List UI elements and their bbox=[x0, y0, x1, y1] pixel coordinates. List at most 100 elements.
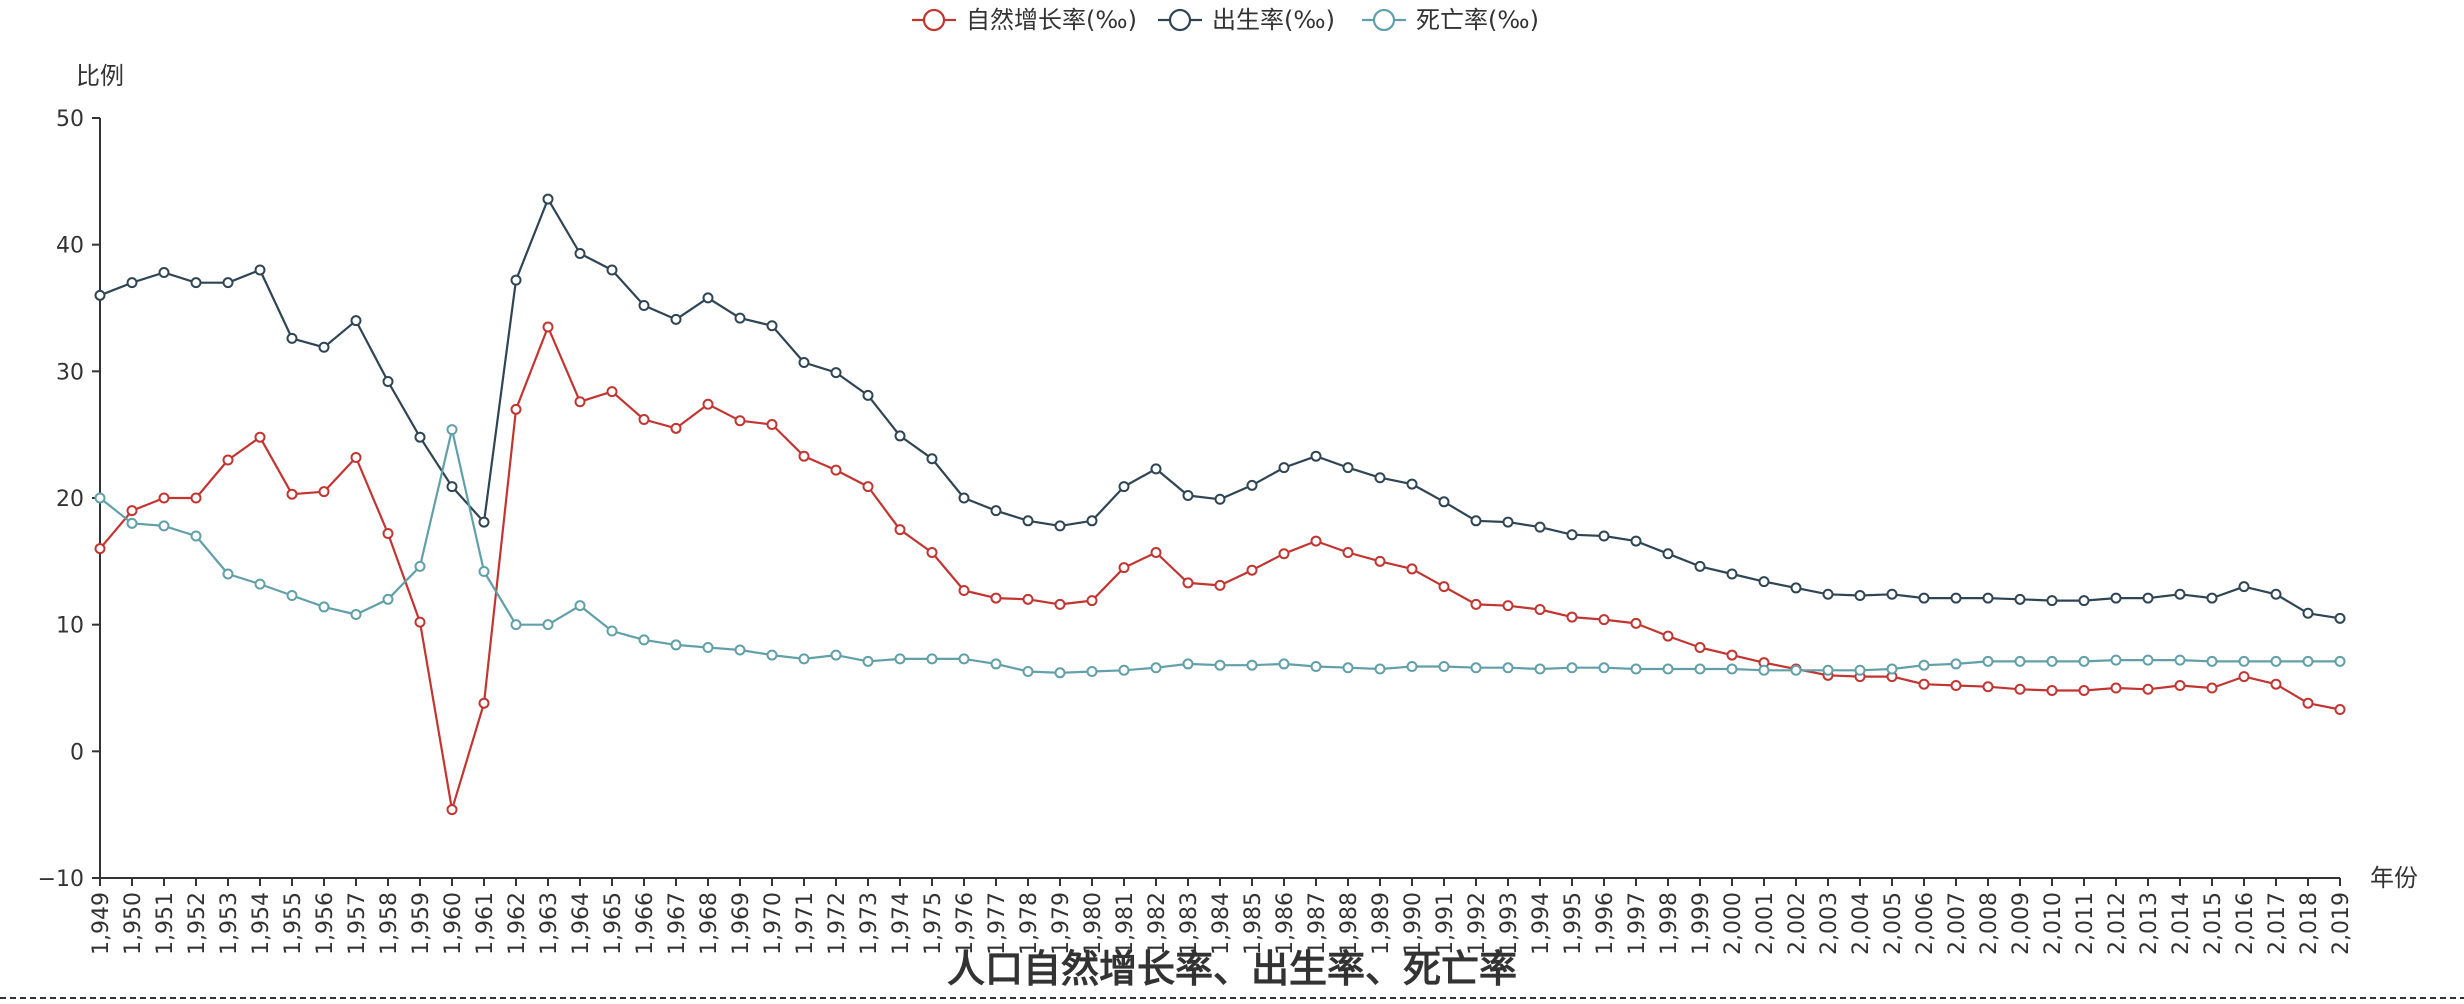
x-tick-label: 1,994 bbox=[1529, 892, 1554, 955]
data-point bbox=[2238, 671, 2250, 683]
data-point bbox=[1054, 520, 1066, 532]
x-tick-label: 1,956 bbox=[313, 892, 338, 955]
data-point bbox=[2270, 678, 2282, 690]
x-tick-label: 2,000 bbox=[1721, 892, 1746, 955]
data-point bbox=[1278, 658, 1290, 670]
data-point bbox=[2078, 655, 2090, 667]
data-point bbox=[414, 560, 426, 572]
legend-marker bbox=[1372, 8, 1396, 32]
data-point bbox=[990, 505, 1002, 517]
data-point bbox=[638, 299, 650, 311]
data-point bbox=[1054, 667, 1066, 679]
data-point bbox=[702, 641, 714, 653]
x-tick-label: 1,949 bbox=[89, 892, 114, 955]
data-point bbox=[1438, 660, 1450, 672]
data-point bbox=[1214, 579, 1226, 591]
data-point bbox=[1278, 462, 1290, 474]
data-point bbox=[478, 697, 490, 709]
data-point bbox=[2046, 595, 2058, 607]
data-point bbox=[2046, 685, 2058, 697]
data-point bbox=[1086, 595, 1098, 607]
data-point bbox=[2206, 682, 2218, 694]
x-tick-label: 1,966 bbox=[633, 892, 658, 955]
data-point bbox=[830, 367, 842, 379]
data-point bbox=[286, 332, 298, 344]
data-point bbox=[190, 530, 202, 542]
chart-title: 人口自然增长率、出生率、死亡率 bbox=[947, 947, 1517, 991]
data-point bbox=[798, 450, 810, 462]
x-tick-label: 1,955 bbox=[281, 892, 306, 955]
x-tick-label: 1,954 bbox=[249, 892, 274, 955]
data-point bbox=[2238, 655, 2250, 667]
legend-item-3: 死亡率(‰) bbox=[1362, 6, 1539, 34]
data-point bbox=[1342, 462, 1354, 474]
data-point bbox=[1118, 664, 1130, 676]
x-tick-label: 1,981 bbox=[1113, 892, 1138, 955]
series-line bbox=[99, 428, 2340, 674]
data-point bbox=[1246, 564, 1258, 576]
data-point bbox=[574, 248, 586, 260]
data-point bbox=[2046, 655, 2058, 667]
data-point bbox=[222, 454, 234, 466]
data-point bbox=[2238, 581, 2250, 593]
x-tick-label: 1,999 bbox=[1689, 892, 1714, 955]
data-point bbox=[862, 481, 874, 493]
x-tick-label: 1,978 bbox=[1017, 892, 1042, 955]
x-tick-label: 1,958 bbox=[377, 892, 402, 955]
x-tick-label: 1,996 bbox=[1593, 892, 1618, 955]
data-point bbox=[1534, 603, 1546, 615]
x-axis-title: 年份 bbox=[2370, 864, 2418, 892]
data-point bbox=[286, 488, 298, 500]
data-point bbox=[382, 375, 394, 387]
data-point bbox=[1502, 662, 1514, 674]
x-tick-label: 1,988 bbox=[1337, 892, 1362, 955]
data-point bbox=[350, 315, 362, 327]
x-tick-label: 1,986 bbox=[1273, 892, 1298, 955]
data-point bbox=[1662, 630, 1674, 642]
data-point bbox=[1758, 576, 1770, 588]
data-point bbox=[1470, 598, 1482, 610]
data-point bbox=[254, 264, 266, 276]
data-point bbox=[1534, 521, 1546, 533]
data-point bbox=[222, 277, 234, 289]
x-tick-label: 2,010 bbox=[2041, 892, 2066, 955]
x-tick-label: 1,984 bbox=[1209, 892, 1234, 955]
x-tick-label: 1,969 bbox=[729, 892, 754, 955]
data-point bbox=[350, 609, 362, 621]
y-tick-label: 40 bbox=[56, 234, 84, 259]
data-point bbox=[478, 516, 490, 528]
x-tick-label: 2,006 bbox=[1913, 892, 1938, 955]
data-point bbox=[734, 644, 746, 656]
data-point bbox=[510, 403, 522, 415]
legend-item-1: 自然增长率(‰) bbox=[912, 6, 1137, 34]
data-point bbox=[2078, 595, 2090, 607]
data-point bbox=[318, 486, 330, 498]
data-point bbox=[1758, 664, 1770, 676]
data-point bbox=[1726, 568, 1738, 580]
x-tick-label: 1,963 bbox=[537, 892, 562, 955]
data-point bbox=[2078, 685, 2090, 697]
data-point bbox=[1502, 516, 1514, 528]
data-point bbox=[1278, 548, 1290, 560]
data-point bbox=[1150, 546, 1162, 558]
data-point bbox=[1694, 560, 1706, 572]
data-point bbox=[2334, 612, 2346, 624]
data-point bbox=[2110, 682, 2122, 694]
data-point bbox=[94, 289, 106, 301]
data-point bbox=[1022, 593, 1034, 605]
x-tick-label: 1,957 bbox=[345, 892, 370, 955]
y-tick-label: −10 bbox=[38, 867, 84, 892]
x-tick-label: 1,971 bbox=[793, 892, 818, 955]
data-point bbox=[862, 655, 874, 667]
data-point bbox=[894, 653, 906, 665]
x-tick-label: 1,979 bbox=[1049, 892, 1074, 955]
data-point bbox=[158, 267, 170, 279]
data-point bbox=[1342, 662, 1354, 674]
x-tick-label: 1,989 bbox=[1369, 892, 1394, 955]
x-tick-label: 1,975 bbox=[921, 892, 946, 955]
data-point bbox=[382, 593, 394, 605]
data-point bbox=[1438, 581, 1450, 593]
data-point bbox=[2334, 655, 2346, 667]
data-point bbox=[1950, 679, 1962, 691]
x-tick-label: 1,982 bbox=[1145, 892, 1170, 955]
